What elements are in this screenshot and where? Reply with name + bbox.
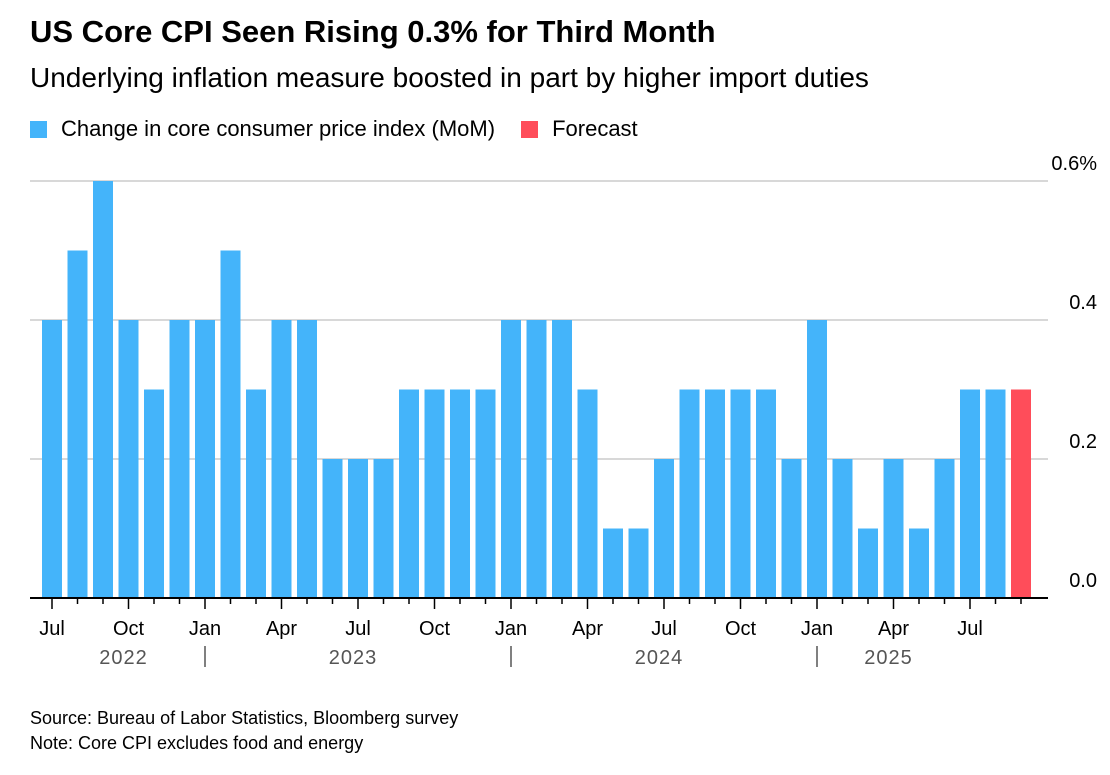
y-tick-label: 0.0 bbox=[1069, 570, 1097, 592]
bar bbox=[246, 389, 266, 598]
bar bbox=[909, 528, 929, 598]
x-tick-label: Jul bbox=[39, 618, 65, 640]
bar bbox=[756, 389, 776, 598]
x-tick-label: Jul bbox=[651, 618, 677, 640]
bar bbox=[271, 320, 292, 598]
legend: Change in core consumer price index (MoM… bbox=[30, 116, 664, 142]
bar bbox=[577, 389, 598, 598]
year-label: 2025 bbox=[864, 647, 913, 669]
x-tick-label: Apr bbox=[572, 618, 603, 640]
year-label: 2024 bbox=[635, 647, 684, 669]
bar bbox=[985, 389, 1006, 598]
bar bbox=[501, 320, 521, 598]
bar bbox=[297, 320, 317, 598]
y-tick-label: 0.4 bbox=[1069, 292, 1097, 314]
bar bbox=[807, 320, 827, 598]
bar bbox=[475, 389, 496, 598]
footnote: Note: Core CPI excludes food and energy bbox=[30, 733, 364, 753]
bar bbox=[42, 320, 62, 598]
year-label: 2022 bbox=[99, 647, 148, 669]
bar-chart: 0.0 0.2 0.4 0.6% Jul Oct Jan Apr Jul Oct Jan Apr Jul… bbox=[30, 153, 1097, 669]
bar bbox=[858, 528, 878, 598]
bar bbox=[424, 389, 445, 598]
legend-label-forecast: Forecast bbox=[552, 116, 638, 141]
bar bbox=[934, 459, 955, 598]
bar bbox=[373, 459, 394, 598]
y-tick-label: 0.6% bbox=[1051, 153, 1097, 175]
bar bbox=[654, 459, 674, 598]
legend-swatch-actual bbox=[30, 120, 47, 138]
bar bbox=[781, 459, 802, 598]
legend-label-actual: Change in core consumer price index (MoM… bbox=[61, 116, 496, 141]
bar bbox=[348, 459, 368, 598]
bar bbox=[603, 528, 623, 598]
bar bbox=[220, 250, 241, 598]
bar bbox=[399, 389, 419, 598]
bar bbox=[450, 389, 470, 598]
x-tick-label: Jul bbox=[345, 618, 371, 640]
y-tick-label: 0.2 bbox=[1069, 431, 1097, 453]
legend-swatch-forecast bbox=[521, 120, 539, 138]
x-tick-label: Apr bbox=[878, 618, 909, 640]
bar bbox=[144, 389, 164, 598]
bar bbox=[705, 389, 725, 598]
chart-title: US Core CPI Seen Rising 0.3% for Third M… bbox=[30, 14, 716, 49]
year-label: 2023 bbox=[329, 647, 378, 669]
bar bbox=[118, 320, 139, 598]
bar bbox=[832, 459, 853, 598]
bar bbox=[67, 250, 88, 598]
bar bbox=[628, 528, 649, 598]
x-tick-label: Jan bbox=[801, 618, 833, 640]
x-tick-label: Jan bbox=[495, 618, 527, 640]
bar bbox=[552, 320, 572, 598]
source-note: Source: Bureau of Labor Statistics, Bloo… bbox=[30, 708, 459, 728]
bar bbox=[883, 459, 904, 598]
chart-subtitle: Underlying inflation measure boosted in … bbox=[30, 62, 869, 93]
bar bbox=[730, 389, 751, 598]
x-tick-label: Apr bbox=[266, 618, 297, 640]
x-tick-label: Oct bbox=[419, 618, 451, 640]
x-tick-label: Jul bbox=[957, 618, 983, 640]
x-tick-label: Oct bbox=[113, 618, 145, 640]
x-tick-label: Oct bbox=[725, 618, 757, 640]
bar bbox=[679, 389, 700, 598]
bar bbox=[195, 320, 215, 598]
bar bbox=[93, 181, 113, 598]
bar bbox=[169, 320, 190, 598]
bar bbox=[526, 320, 547, 598]
bar bbox=[322, 459, 343, 598]
forecast-bar bbox=[1011, 389, 1031, 598]
x-tick-label: Jan bbox=[189, 618, 221, 640]
bar bbox=[960, 389, 980, 598]
